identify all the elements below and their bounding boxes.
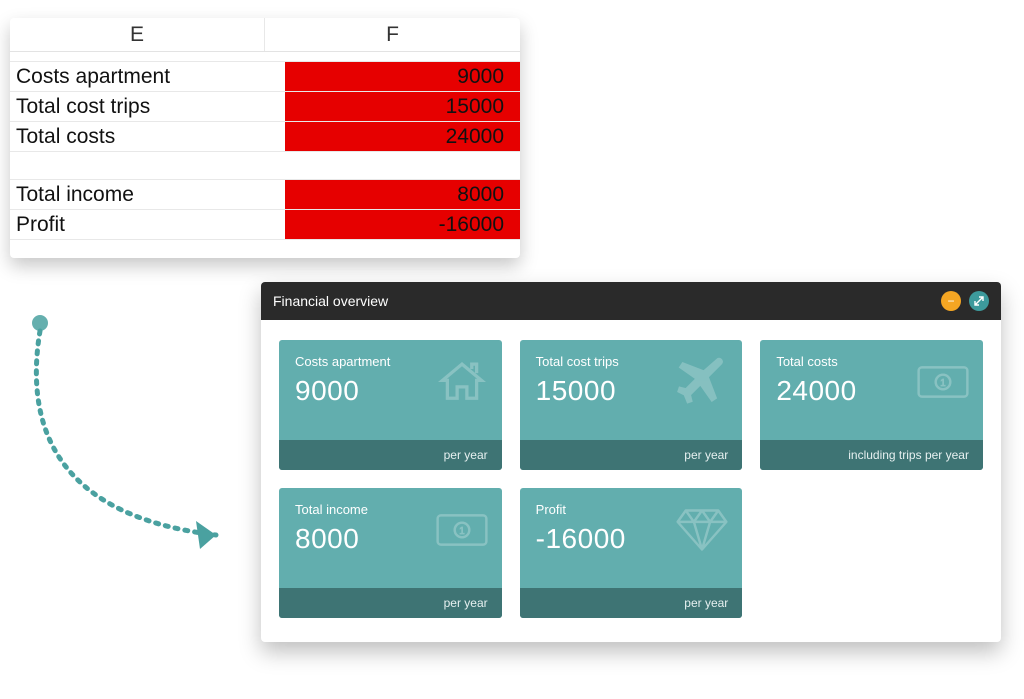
transition-arrow <box>6 305 266 585</box>
table-row[interactable]: Profit -16000 <box>10 210 520 240</box>
cell-label[interactable]: Total costs <box>10 122 285 151</box>
card-footer: per year <box>279 588 502 618</box>
column-header-f[interactable]: F <box>265 18 520 51</box>
svg-text:1: 1 <box>459 526 464 537</box>
cell-value[interactable]: 15000 <box>285 92 520 121</box>
cell-value[interactable]: 9000 <box>285 62 520 91</box>
card-footer: including trips per year <box>760 440 983 470</box>
cell-value[interactable]: 8000 <box>285 180 520 209</box>
svg-text:1: 1 <box>940 378 945 389</box>
card-total-cost-trips[interactable]: Total cost trips 15000 per year <box>520 340 743 470</box>
card-footer: per year <box>279 440 502 470</box>
money-icon: 1 <box>436 504 488 561</box>
table-row[interactable]: Total costs 24000 <box>10 122 520 152</box>
spreadsheet-header-row: E F <box>10 18 520 52</box>
card-total-income[interactable]: Total income 8000 1 per year <box>279 488 502 618</box>
table-row[interactable]: Costs apartment 9000 <box>10 62 520 92</box>
card-footer: per year <box>520 440 743 470</box>
cell-label[interactable]: Total income <box>10 180 285 209</box>
minimize-button[interactable]: − <box>941 291 961 311</box>
table-row[interactable]: Total income 8000 <box>10 180 520 210</box>
diamond-icon <box>676 504 728 561</box>
spreadsheet-panel: E F Costs apartment 9000 Total cost trip… <box>10 18 520 258</box>
sheet-gap <box>10 152 520 180</box>
cell-label[interactable]: Profit <box>10 210 285 239</box>
column-header-e[interactable]: E <box>10 18 265 51</box>
dashboard-header: Financial overview − <box>261 282 1001 320</box>
card-profit[interactable]: Profit -16000 per year <box>520 488 743 618</box>
cell-label[interactable]: Costs apartment <box>10 62 285 91</box>
expand-button[interactable] <box>969 291 989 311</box>
table-row[interactable]: Total cost trips 15000 <box>10 92 520 122</box>
sheet-separator <box>10 52 520 62</box>
cell-value[interactable]: 24000 <box>285 122 520 151</box>
plane-icon <box>676 356 728 413</box>
cell-value[interactable]: -16000 <box>285 210 520 239</box>
money-icon: 1 <box>917 356 969 413</box>
dashboard-title: Financial overview <box>273 293 388 309</box>
dashboard-body: Costs apartment 9000 per year Total cost… <box>261 320 1001 642</box>
cell-label[interactable]: Total cost trips <box>10 92 285 121</box>
card-costs-apartment[interactable]: Costs apartment 9000 per year <box>279 340 502 470</box>
home-icon <box>436 356 488 413</box>
card-footer: per year <box>520 588 743 618</box>
dashboard-panel: Financial overview − Costs apartment 900… <box>261 282 1001 642</box>
card-total-costs[interactable]: Total costs 24000 1 including trips per … <box>760 340 983 470</box>
